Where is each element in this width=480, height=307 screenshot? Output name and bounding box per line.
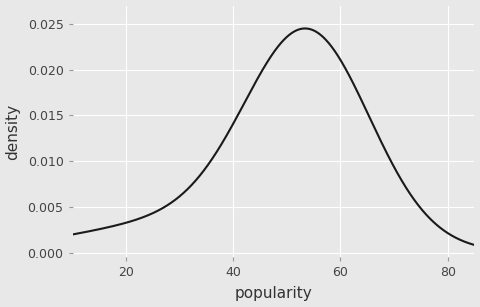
X-axis label: popularity: popularity [235,286,312,301]
Y-axis label: density: density [6,103,21,160]
